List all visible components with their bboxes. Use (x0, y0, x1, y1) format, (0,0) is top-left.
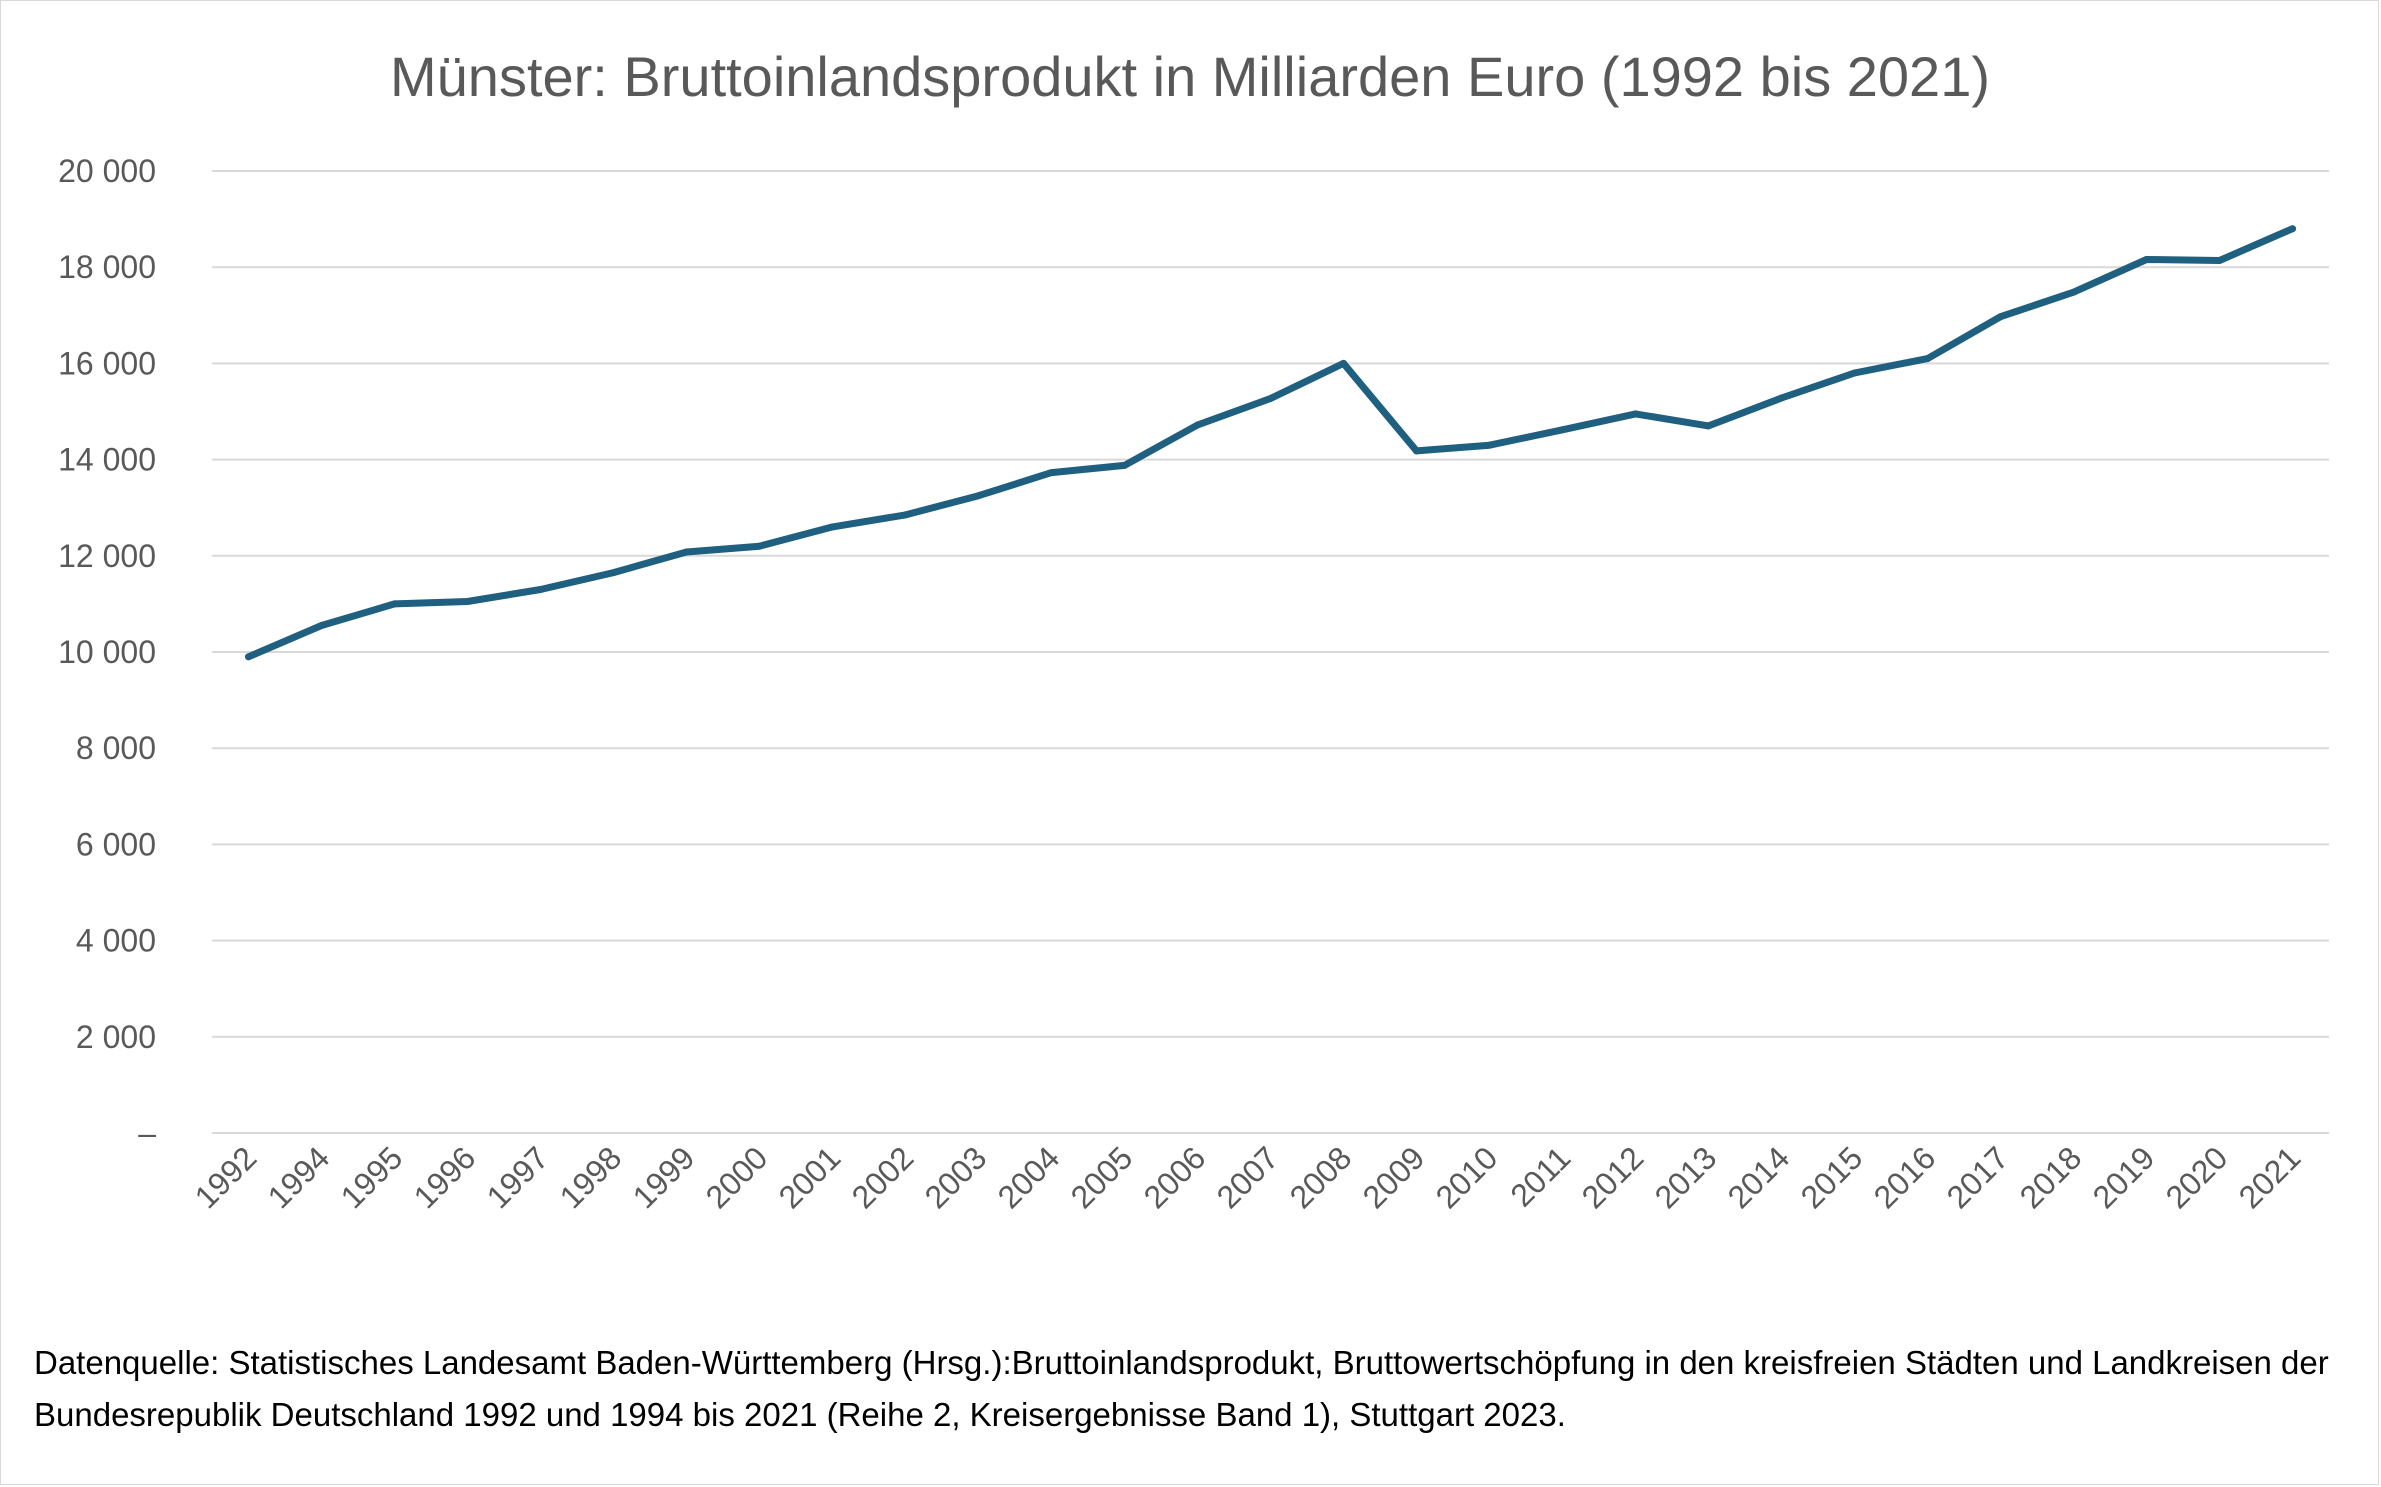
data-point (756, 542, 763, 550)
data-point (1559, 426, 1566, 434)
data-point (2143, 256, 2150, 264)
data-point (1851, 369, 1858, 377)
data-point (1924, 355, 1931, 363)
y-tick-label: 6 000 (76, 826, 156, 862)
x-tick-label: 2015 (1794, 1139, 1870, 1215)
data-point (245, 653, 252, 661)
x-tick-label: 1997 (480, 1139, 556, 1215)
x-tick-label: 2001 (772, 1139, 848, 1215)
y-tick-label: 8 000 (76, 730, 156, 766)
x-tick-label: 2004 (991, 1139, 1067, 1215)
data-point (1413, 447, 1420, 455)
x-tick-label: 1992 (188, 1139, 264, 1215)
y-tick-label: 14 000 (58, 442, 156, 478)
data-point (391, 600, 398, 608)
data-point (2070, 288, 2077, 296)
data-point (1267, 395, 1274, 403)
y-axis-ticks: – 2 000 4 000 6 000 8 000 10 000 12 000 14 000 1… (58, 153, 156, 1151)
y-tick-label: 4 000 (76, 923, 156, 959)
series-line (245, 225, 2296, 661)
data-point (1705, 422, 1712, 430)
data-point (683, 548, 690, 556)
x-tick-label: 2017 (1940, 1139, 2016, 1215)
x-tick-label: 2019 (2086, 1139, 2162, 1215)
x-tick-label: 2006 (1137, 1139, 1213, 1215)
data-point (829, 523, 836, 531)
data-point (318, 622, 325, 630)
data-point (464, 597, 471, 605)
x-tick-label: 2021 (2232, 1139, 2308, 1215)
y-tick-label: 20 000 (58, 153, 156, 189)
chart-title: Münster: Bruttoinlandsprodukt in Milliar… (390, 45, 1990, 108)
x-tick-label: 2000 (699, 1139, 775, 1215)
y-tick-label: 16 000 (58, 345, 156, 381)
data-point (1048, 469, 1055, 477)
y-tick-label: 10 000 (58, 634, 156, 670)
x-tick-label: 2014 (1721, 1139, 1797, 1215)
x-tick-label: 1994 (261, 1139, 337, 1215)
data-point (1194, 421, 1201, 429)
x-tick-label: 2018 (2013, 1139, 2089, 1215)
x-axis-ticks: 1992199419951996199719981999200020012002… (188, 1139, 2308, 1215)
data-point (1632, 410, 1639, 418)
x-tick-label: 2009 (1356, 1139, 1432, 1215)
x-tick-label: 2013 (1648, 1139, 1724, 1215)
y-tick-label: – (138, 1115, 156, 1151)
x-tick-label: 2011 (1503, 1139, 1577, 1213)
series-layer (245, 225, 2296, 661)
source-note: Datenquelle: Statistisches Landesamt Bad… (34, 1344, 2329, 1433)
x-tick-label: 1996 (407, 1139, 483, 1215)
y-tick-label: 12 000 (58, 538, 156, 574)
data-point (2216, 256, 2223, 264)
data-point (610, 569, 617, 577)
data-point (1340, 359, 1347, 367)
x-tick-label: 2003 (918, 1139, 994, 1215)
x-tick-label: 1998 (553, 1139, 629, 1215)
x-tick-label: 2005 (1064, 1139, 1140, 1215)
data-point (2289, 225, 2296, 233)
data-point (1778, 394, 1785, 402)
data-point (537, 585, 544, 593)
y-tick-label: 2 000 (76, 1019, 156, 1055)
x-tick-label: 1995 (334, 1139, 410, 1215)
data-point (902, 511, 909, 519)
x-tick-label: 2002 (845, 1139, 921, 1215)
data-point (1121, 461, 1128, 469)
x-tick-label: 2016 (1867, 1139, 1943, 1215)
x-tick-label: 2008 (1283, 1139, 1359, 1215)
gridlines (212, 170, 2329, 1134)
x-tick-label: 2010 (1429, 1139, 1505, 1215)
data-point (1997, 313, 2004, 321)
x-tick-label: 2020 (2159, 1139, 2235, 1215)
x-tick-label: 1999 (626, 1139, 702, 1215)
data-point (975, 492, 982, 500)
y-tick-label: 18 000 (58, 249, 156, 285)
x-tick-label: 2012 (1575, 1139, 1651, 1215)
x-tick-label: 2007 (1210, 1139, 1286, 1215)
data-point (1486, 441, 1493, 449)
